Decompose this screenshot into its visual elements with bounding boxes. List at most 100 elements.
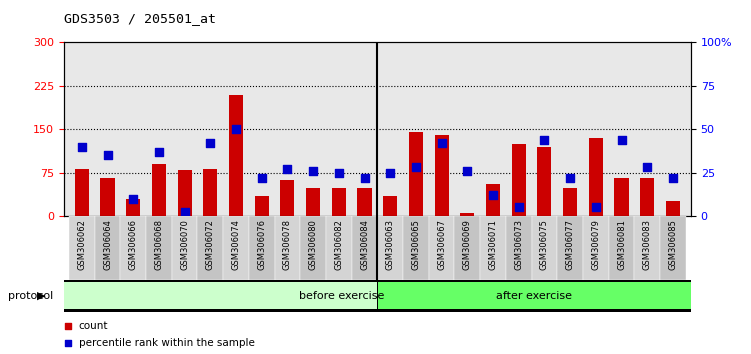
FancyBboxPatch shape [326, 216, 351, 280]
Bar [640, 178, 654, 216]
Point [256, 175, 268, 181]
Text: GSM306083: GSM306083 [643, 219, 652, 270]
Bar [332, 188, 346, 216]
Bar [152, 164, 166, 216]
FancyBboxPatch shape [300, 216, 326, 280]
Point [282, 166, 294, 172]
Bar [280, 180, 294, 216]
Bar [538, 147, 551, 216]
Bar [460, 213, 475, 216]
FancyBboxPatch shape [608, 216, 635, 280]
Text: GSM306082: GSM306082 [334, 219, 343, 270]
Bar [126, 199, 140, 216]
Point [564, 175, 576, 181]
FancyBboxPatch shape [480, 216, 506, 280]
Point [358, 175, 370, 181]
Text: GSM306076: GSM306076 [258, 219, 266, 270]
Point [461, 168, 473, 174]
Point [667, 175, 679, 181]
Bar [75, 169, 89, 216]
Bar [409, 132, 423, 216]
Text: ▶: ▶ [37, 291, 46, 301]
FancyBboxPatch shape [95, 216, 120, 280]
FancyBboxPatch shape [532, 216, 557, 280]
Point [616, 137, 628, 142]
FancyBboxPatch shape [403, 216, 429, 280]
Point [641, 165, 653, 170]
Text: count: count [79, 321, 108, 331]
Text: GSM306069: GSM306069 [463, 219, 472, 270]
Text: protocol: protocol [8, 291, 53, 301]
FancyBboxPatch shape [378, 216, 403, 280]
FancyBboxPatch shape [454, 216, 480, 280]
Bar [255, 196, 269, 216]
Text: GSM306077: GSM306077 [566, 219, 575, 270]
FancyBboxPatch shape [120, 216, 146, 280]
Point [127, 196, 139, 201]
FancyBboxPatch shape [172, 216, 198, 280]
Text: GSM306063: GSM306063 [386, 219, 395, 270]
Text: GSM306085: GSM306085 [668, 219, 677, 270]
Point [153, 149, 165, 155]
FancyBboxPatch shape [583, 216, 608, 280]
Bar [204, 169, 217, 216]
Bar [383, 196, 397, 216]
Bar [435, 135, 448, 216]
Point [279, 105, 291, 110]
Point [487, 192, 499, 198]
Text: before exercise: before exercise [299, 291, 384, 301]
Text: GSM306066: GSM306066 [128, 219, 137, 270]
FancyBboxPatch shape [378, 282, 691, 309]
Text: GSM306062: GSM306062 [77, 219, 86, 270]
Text: GSM306064: GSM306064 [103, 219, 112, 270]
FancyBboxPatch shape [429, 216, 454, 280]
Bar [563, 188, 578, 216]
Text: GSM306079: GSM306079 [591, 219, 600, 270]
Text: GSM306065: GSM306065 [412, 219, 421, 270]
FancyBboxPatch shape [223, 216, 249, 280]
Text: GSM306080: GSM306080 [309, 219, 318, 270]
FancyBboxPatch shape [64, 280, 691, 312]
Bar [229, 95, 243, 216]
FancyBboxPatch shape [660, 216, 686, 280]
Text: GSM306081: GSM306081 [617, 219, 626, 270]
Point [590, 204, 602, 210]
Text: GSM306071: GSM306071 [489, 219, 497, 270]
FancyBboxPatch shape [275, 216, 300, 280]
Text: percentile rank within the sample: percentile rank within the sample [79, 338, 255, 348]
Point [279, 266, 291, 271]
Bar [511, 144, 526, 216]
Text: GSM306084: GSM306084 [360, 219, 369, 270]
Text: GSM306068: GSM306068 [155, 219, 164, 270]
Text: GSM306072: GSM306072 [206, 219, 215, 270]
Point [101, 152, 113, 158]
Point [76, 144, 88, 149]
FancyBboxPatch shape [64, 282, 377, 309]
Text: GSM306073: GSM306073 [514, 219, 523, 270]
Bar [101, 178, 115, 216]
Point [204, 140, 216, 146]
Bar [177, 170, 192, 216]
Point [385, 170, 397, 175]
Text: after exercise: after exercise [496, 291, 572, 301]
Point [307, 168, 319, 174]
Point [410, 165, 422, 170]
Point [513, 204, 525, 210]
Bar [486, 184, 500, 216]
Text: GSM306074: GSM306074 [231, 219, 240, 270]
FancyBboxPatch shape [557, 216, 583, 280]
Point [538, 137, 550, 142]
FancyBboxPatch shape [249, 216, 275, 280]
Text: GSM306070: GSM306070 [180, 219, 189, 270]
Text: GDS3503 / 205501_at: GDS3503 / 205501_at [64, 12, 216, 25]
FancyBboxPatch shape [69, 216, 95, 280]
FancyBboxPatch shape [146, 216, 172, 280]
FancyBboxPatch shape [198, 216, 223, 280]
Text: GSM306067: GSM306067 [437, 219, 446, 270]
Point [333, 170, 345, 175]
FancyBboxPatch shape [635, 216, 660, 280]
Point [230, 126, 242, 132]
Bar [589, 138, 603, 216]
Bar [306, 188, 320, 216]
Bar [357, 188, 372, 216]
